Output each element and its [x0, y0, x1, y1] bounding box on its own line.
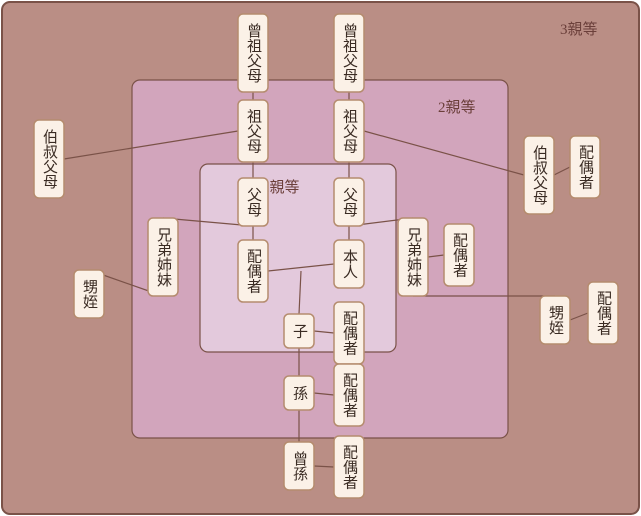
node-label-par_r: 父母	[341, 187, 358, 218]
node-label-spouse: 配偶者	[245, 249, 262, 294]
node-label-sib_l: 兄弟姉妹	[155, 227, 172, 287]
node-np_l: 甥姪	[74, 270, 104, 318]
region-label-r2: 2親等	[438, 98, 476, 116]
node-label-par_l: 父母	[245, 187, 262, 218]
node-label-np_l: 甥姪	[81, 279, 98, 309]
node-label-ggp_r: 曾祖父母	[341, 23, 358, 84]
node-unc_r_sp: 配偶者	[570, 136, 600, 198]
node-unc_r: 伯叔父母	[524, 136, 554, 214]
node-label-sib_r_sp: 配偶者	[451, 233, 468, 278]
node-label-child: 子	[291, 324, 308, 339]
node-label-gp_l: 祖父母	[245, 109, 262, 155]
node-label-sib_r: 兄弟姉妹	[405, 227, 422, 287]
node-label-np_r: 甥姪	[547, 305, 564, 335]
node-gc_sp: 配偶者	[334, 364, 364, 426]
region-label-r3: 3親等	[560, 20, 598, 38]
node-label-gp_r: 祖父母	[341, 109, 358, 155]
node-self: 本人	[334, 240, 364, 288]
node-np_r: 甥姪	[540, 296, 570, 344]
node-child_sp: 配偶者	[334, 302, 364, 364]
node-label-unc_r_sp: 配偶者	[577, 145, 594, 190]
node-ggp_r: 曾祖父母	[334, 14, 364, 92]
node-label-ggc: 曾孫	[291, 451, 308, 481]
node-label-unc_r: 伯叔父母	[531, 145, 548, 206]
node-label-ggp_l: 曾祖父母	[245, 23, 262, 84]
node-child: 子	[284, 314, 314, 348]
node-label-unc_l: 伯叔父母	[41, 129, 58, 190]
node-label-ggc_sp: 配偶者	[341, 445, 358, 490]
node-sib_r_sp: 配偶者	[444, 224, 474, 286]
node-np_r_sp: 配偶者	[588, 282, 618, 344]
node-label-child_sp: 配偶者	[341, 311, 358, 356]
node-label-gc_sp: 配偶者	[341, 373, 358, 418]
node-spouse: 配偶者	[238, 240, 268, 302]
node-label-np_r_sp: 配偶者	[595, 291, 612, 336]
node-ggc: 曾孫	[284, 442, 314, 490]
node-sib_l: 兄弟姉妹	[148, 218, 178, 296]
node-par_r: 父母	[334, 178, 364, 226]
node-ggp_l: 曾祖父母	[238, 14, 268, 92]
node-unc_l: 伯叔父母	[34, 120, 64, 198]
node-label-self: 本人	[341, 249, 358, 279]
node-par_l: 父母	[238, 178, 268, 226]
node-gc: 孫	[284, 376, 314, 410]
node-sib_r: 兄弟姉妹	[398, 218, 428, 296]
node-gp_l: 祖父母	[238, 100, 268, 162]
node-gp_r: 祖父母	[334, 100, 364, 162]
node-label-gc: 孫	[291, 386, 308, 401]
node-ggc_sp: 配偶者	[334, 436, 364, 498]
